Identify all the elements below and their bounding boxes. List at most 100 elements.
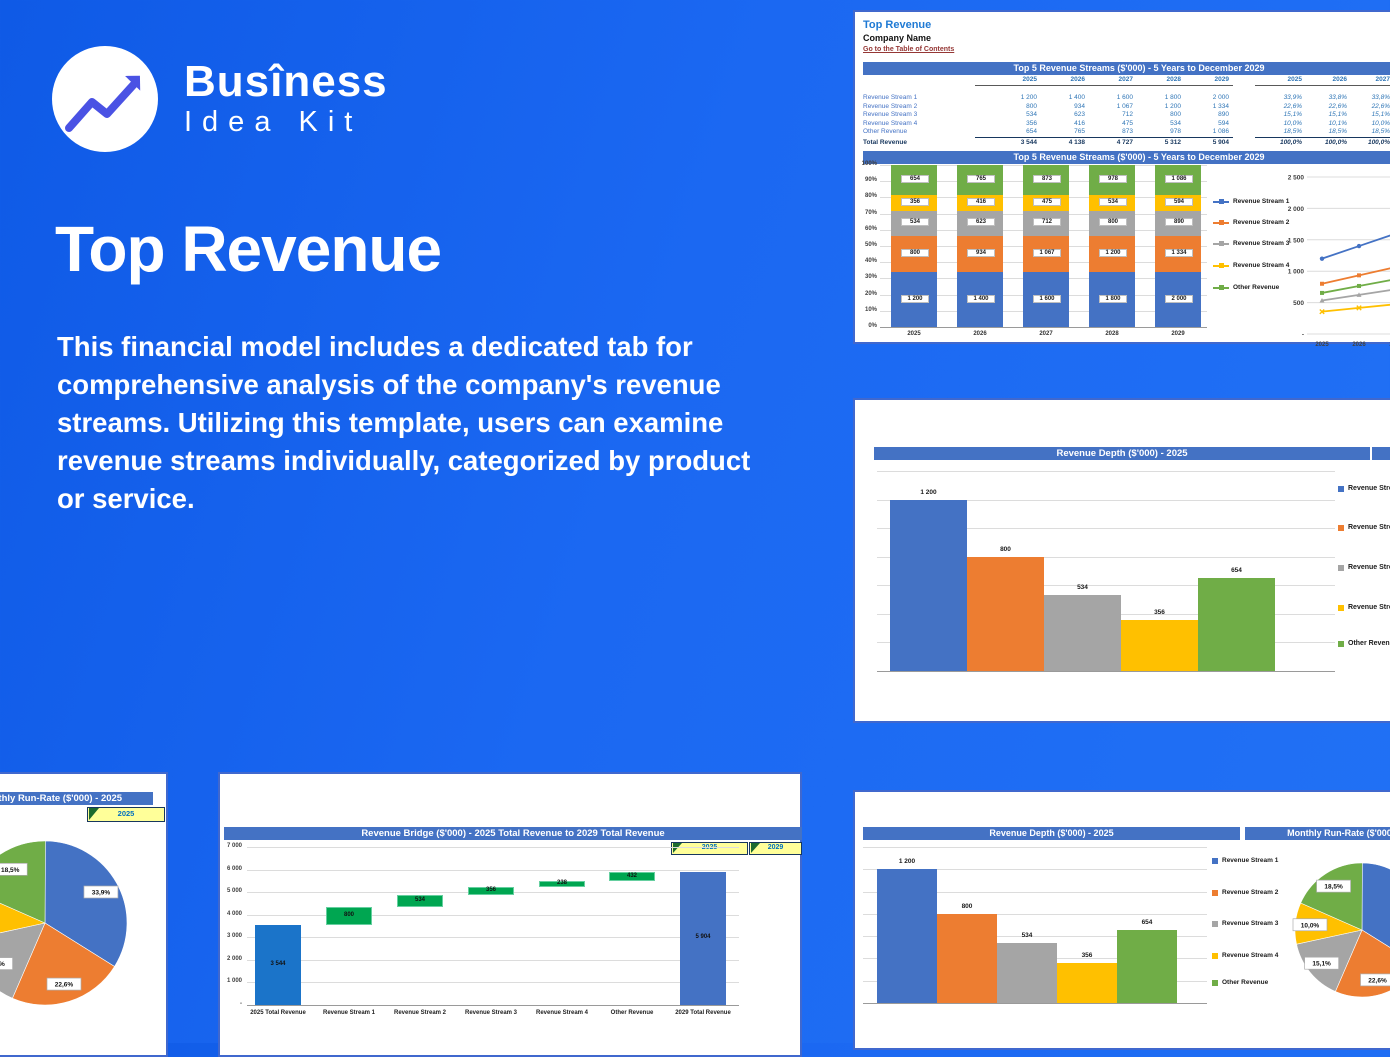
data-label: 1 200: [901, 294, 929, 303]
pie-slice: [1300, 862, 1363, 931]
brand-logo: Busîness Idea Kit: [52, 46, 388, 152]
pie-label-text: 15,1%: [1312, 961, 1331, 968]
y-tick: -: [1302, 332, 1304, 339]
pie-label-text: 33,9%: [92, 890, 111, 897]
panel-depth-and-runrate: Revenue Depth ($'000) - 2025 Monthly Run…: [853, 790, 1390, 1050]
year-from-dropdown[interactable]: 2025: [671, 842, 748, 855]
legend-label: Revenue Stream 1: [1222, 857, 1279, 864]
legend-swatch-5: [1338, 640, 1344, 647]
pie-label: 33,9%: [83, 885, 119, 899]
bar: [890, 499, 967, 671]
y-tick: 80%: [864, 193, 877, 200]
year-to-dropdown[interactable]: 2029: [749, 842, 802, 855]
pie-label: 18,5%: [0, 862, 28, 876]
x-tick: 2029 Total Revenue: [675, 1010, 731, 1016]
pie-slice: [44, 840, 128, 967]
waterfall-bar: [468, 886, 514, 895]
data-label: 356: [485, 886, 496, 893]
year-to-value: 2029: [767, 844, 784, 851]
table-cell: 800: [1026, 102, 1037, 110]
data-label: 534: [1021, 932, 1033, 940]
year-selector-dropdown[interactable]: 2025: [87, 807, 165, 822]
data-label: 800: [1099, 218, 1127, 227]
legend-item: Revenue Stream 4: [1212, 952, 1278, 959]
marker: [1356, 292, 1362, 297]
row-label: Other Revenue: [863, 128, 908, 135]
legend-swatch-3: [1212, 920, 1218, 927]
table-cell: 356: [1026, 119, 1037, 127]
table-cell: 623: [1074, 111, 1085, 118]
table-cell: 2025: [1287, 76, 1302, 83]
table-cell: 22,6%: [1328, 102, 1347, 110]
x-tick: Other Revenue: [610, 1010, 654, 1016]
legend-marker: [1213, 219, 1229, 226]
table-cell: 654: [1026, 128, 1037, 135]
table-cell: 2027: [1375, 76, 1390, 83]
x-tick: 2026: [973, 331, 987, 337]
gridline: [877, 471, 1335, 472]
data-label: 800: [343, 911, 354, 918]
data-label: 534: [901, 218, 929, 227]
legend-label: Other Revenue: [1222, 979, 1269, 986]
marker: [1356, 243, 1362, 249]
gridline: [863, 847, 1207, 848]
legend-item: Revenue Stream 3: [1338, 564, 1390, 571]
bar: [1057, 963, 1117, 1003]
y-tick: 40%: [864, 258, 877, 265]
chart-header-band: Monthly Run-Rate ($'000) - 2025: [1245, 827, 1390, 840]
data-label: 2 000: [1165, 294, 1193, 303]
table-cell: 1 200: [1020, 94, 1037, 101]
table-cell: 15,1%: [1371, 111, 1390, 118]
marker: [1357, 283, 1361, 288]
pie-label-box: [1304, 956, 1339, 970]
y-tick: 60%: [864, 225, 877, 232]
table-cell: 1 067: [1116, 102, 1133, 110]
table-cell: 33,8%: [1328, 94, 1347, 101]
gridline: [877, 585, 1335, 587]
legend-item: Revenue Stream 2: [1212, 889, 1278, 896]
legend-label: Revenue Stream 4: [1233, 262, 1290, 269]
chart-header-band-segment: [1372, 447, 1390, 460]
data-label: 934: [967, 248, 995, 257]
legend-item: Revenue Stream 4: [1213, 262, 1289, 269]
data-label: 623: [967, 218, 995, 227]
dropdown-wedge-icon: [751, 843, 760, 853]
page-description: This financial model includes a dedicate…: [57, 331, 751, 514]
data-label: 1 200: [898, 858, 916, 866]
legend-label: Other Revenue: [1233, 284, 1280, 291]
data-label: 3 544: [270, 961, 286, 967]
table-cell: 1 200: [1164, 102, 1181, 110]
gridline: [880, 327, 1207, 328]
legend-label: Revenue Stream 1: [1348, 485, 1390, 492]
panel-revenue-depth: Revenue Depth ($'000) - 2025 1 200 800 534…: [853, 398, 1390, 723]
table-cell: 475: [1122, 119, 1133, 127]
x-tick: 2025 Total Revenue: [250, 1010, 306, 1016]
data-label: 1 600: [1033, 294, 1061, 303]
table-cell: 800: [1170, 111, 1181, 118]
table-cell: 416: [1074, 119, 1085, 127]
legend-label: Revenue Stream 4: [1348, 604, 1390, 611]
legend-marker-square: [1219, 220, 1224, 225]
pie-label: 18,5%: [1316, 879, 1351, 893]
y-tick: 4 000: [226, 910, 242, 917]
table-cell: 22,6%: [1371, 102, 1390, 110]
marker: [1357, 273, 1361, 278]
table-cell: 534: [1026, 111, 1037, 118]
marker: [1319, 308, 1325, 315]
table-of-contents-link[interactable]: Go to the Table of Contents: [863, 46, 955, 53]
series-line: [1321, 234, 1390, 260]
bar: [1117, 930, 1177, 1003]
table-cell: 18,5%: [1328, 128, 1347, 135]
legend-swatch-3: [1338, 564, 1344, 571]
pie-label-text: 15,1%: [0, 961, 5, 968]
data-label: 356: [1081, 952, 1093, 960]
panel-monthly-runrate: Monthly Run-Rate ($'000) - 2025 2025 33,…: [0, 772, 168, 1057]
y-tick: 10%: [864, 306, 877, 313]
data-label: 594: [1165, 197, 1193, 206]
total-label: Total Revenue: [863, 139, 907, 146]
chart-header-band: Monthly Run-Rate ($'000) - 2025: [0, 792, 153, 805]
data-label: 475: [1033, 198, 1061, 207]
gridline: [247, 937, 739, 939]
pie-slice: [12, 922, 115, 1006]
waterfall-bar: [539, 881, 585, 887]
